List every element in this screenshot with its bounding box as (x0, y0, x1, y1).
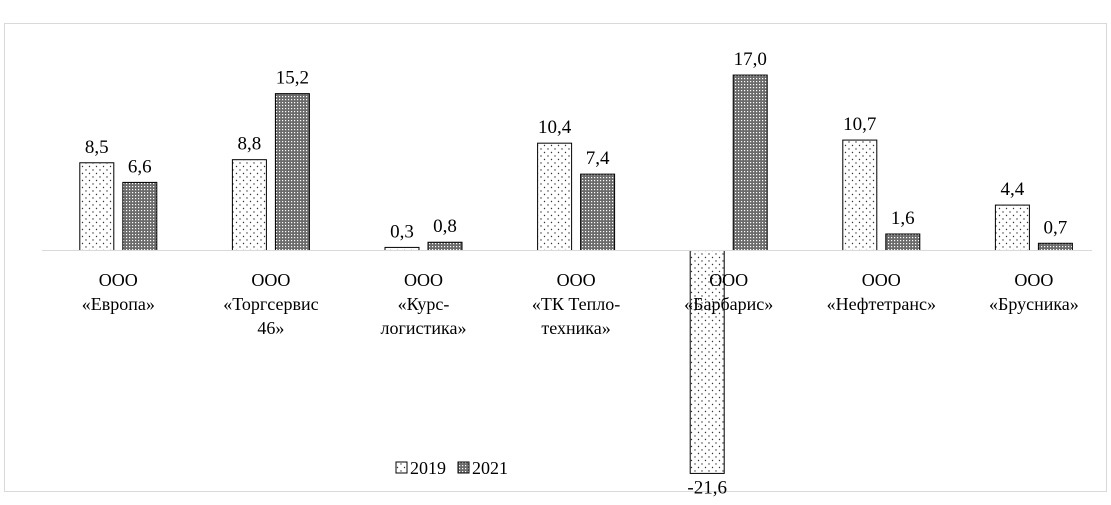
category-label-3-line-1: «ТК Тепло- (532, 294, 620, 314)
bar-2019-3 (537, 142, 573, 251)
category-label-1-line-2: 46» (257, 318, 284, 338)
bar-2021-5 (885, 233, 921, 252)
value-labels: 8,5 6,6 8,8 15,2 0,3 0,8 10,4 7,4 -21,6 17,0 10,7 1… (85, 49, 1067, 498)
value-label-2021-4: 17,0 (734, 49, 767, 70)
bar-2019-6 (994, 204, 1030, 251)
bar-2019-4 (689, 250, 725, 474)
category-labels: ООО «Европа» ООО «Торгсервис 46» ООО «Курс-лог… (82, 270, 1079, 338)
value-label-2019-1: 8,8 (238, 134, 262, 155)
category-label-1-line-1: «Торгсервис (223, 294, 318, 314)
value-label-2019-5: 10,7 (843, 114, 876, 135)
legend-label-2019: 2019 (410, 458, 446, 478)
category-label-0-line-1: «Европа» (82, 294, 155, 314)
category-label-2-line-1: «Курс- (398, 294, 450, 314)
value-label-2019-2: 0,3 (390, 221, 414, 242)
bar-2019-0 (79, 162, 115, 251)
category-label-3-line-2: техника» (541, 318, 610, 338)
category-label-5-line-1: «Нефтетранс» (827, 294, 936, 314)
category-label-1-line-0: ООО (251, 270, 290, 290)
bar-2021-4 (732, 74, 768, 251)
category-label-2-line-0: ООО (404, 270, 443, 290)
category-label-4-line-0: ООО (709, 270, 748, 290)
value-label-2019-6: 4,4 (1001, 179, 1025, 200)
bars-layer (79, 74, 1073, 474)
value-label-2021-3: 7,4 (586, 148, 610, 169)
legend-swatch-2019 (395, 461, 408, 474)
legend-label-2021: 2021 (472, 458, 508, 478)
category-label-5-line-0: ООО (862, 270, 901, 290)
bar-2021-6 (1037, 242, 1073, 252)
bar-2021-1 (274, 93, 310, 251)
category-label-3-line-0: ООО (557, 270, 596, 290)
value-label-2021-0: 6,6 (128, 156, 152, 177)
bar-2019-1 (231, 159, 267, 252)
category-label-0-line-0: ООО (99, 270, 138, 290)
chart-border (4, 23, 1107, 492)
legend-swatch-2021 (457, 461, 470, 474)
value-label-2019-3: 10,4 (538, 117, 572, 138)
value-label-2019-4: -21,6 (687, 477, 727, 498)
value-label-2021-1: 15,2 (276, 68, 309, 89)
bar-2021-2 (427, 241, 463, 252)
legend: 2019 2021 (395, 458, 508, 478)
bar-2019-5 (842, 139, 878, 252)
value-label-2021-6: 0,7 (1044, 217, 1068, 238)
value-label-2019-0: 8,5 (85, 137, 109, 158)
category-label-6-line-1: «Брусника» (989, 294, 1079, 314)
value-label-2021-5: 1,6 (891, 208, 915, 229)
bar-2021-0 (122, 181, 158, 251)
bar-2021-3 (580, 173, 616, 251)
category-label-2-line-2: логистика» (381, 318, 467, 338)
category-label-6-line-0: ООО (1014, 270, 1053, 290)
category-label-4-line-1: «Барбарис» (684, 294, 773, 314)
value-label-2021-2: 0,8 (433, 216, 457, 237)
